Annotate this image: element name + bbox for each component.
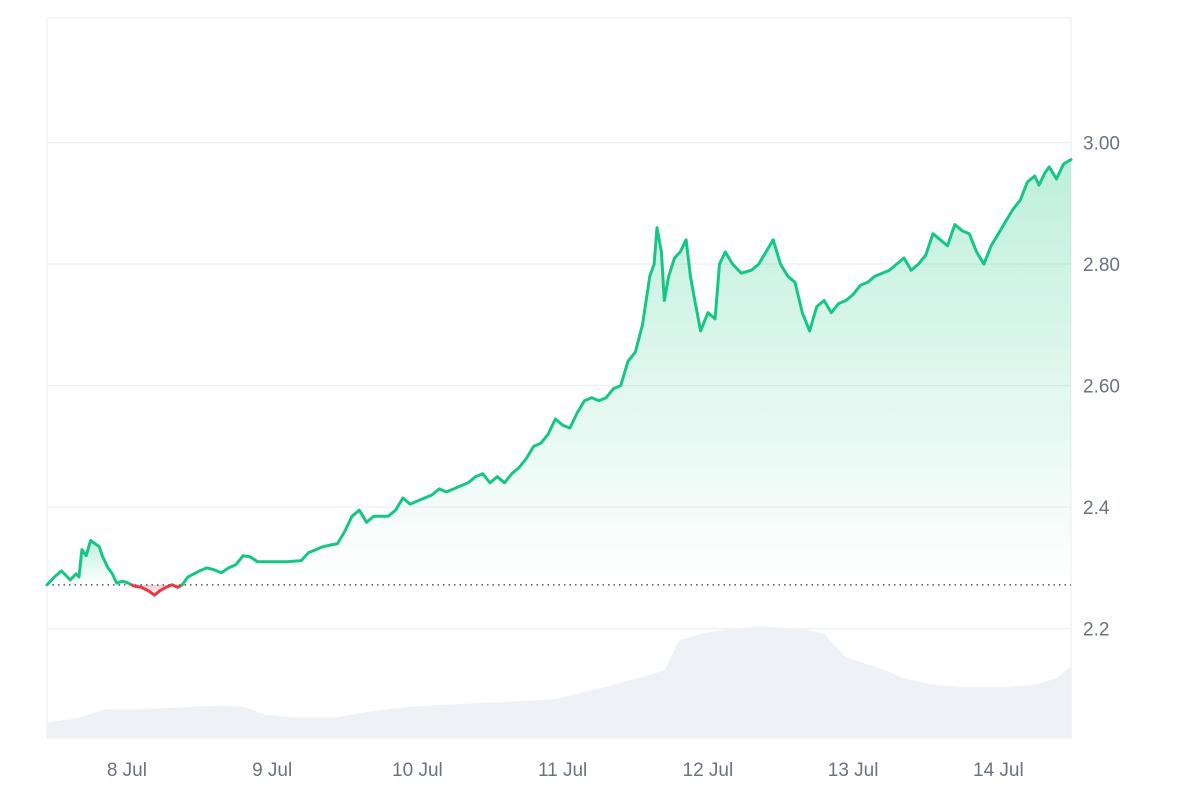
y-axis: 2.2 2.4 2.60 2.80 3.00 <box>1083 134 1120 641</box>
x-tick-label: 11 Jul <box>538 760 587 781</box>
volume-shape <box>47 626 1071 738</box>
volume-area <box>47 626 1071 738</box>
price-lines <box>45 158 1073 597</box>
y-tick-label: 2.2 <box>1083 620 1109 641</box>
price-line-down <box>130 583 174 597</box>
x-tick-label: 13 Jul <box>828 760 879 781</box>
price-line-up <box>45 539 134 587</box>
price-line-up <box>180 158 1073 587</box>
y-tick-label: 3.00 <box>1083 134 1120 155</box>
y-tick-label: 2.80 <box>1083 255 1120 276</box>
x-tick-label: 9 Jul <box>252 760 292 781</box>
x-tick-label: 8 Jul <box>107 760 147 781</box>
area-up <box>182 159 1072 585</box>
x-tick-label: 10 Jul <box>392 760 443 781</box>
y-tick-label: 2.4 <box>1083 498 1110 519</box>
x-axis: 8 Jul 9 Jul 10 Jul 11 Jul 12 Jul 13 Jul 14 Jul <box>107 760 1024 781</box>
y-tick-label: 2.60 <box>1083 377 1120 398</box>
x-tick-label: 14 Jul <box>973 760 1024 781</box>
price-line-down <box>170 583 184 589</box>
x-tick-label: 12 Jul <box>683 760 734 781</box>
